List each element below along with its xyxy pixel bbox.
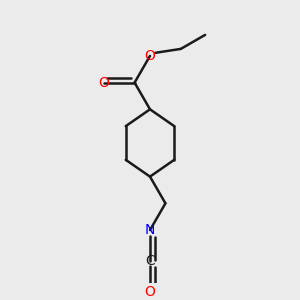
Text: O: O	[145, 49, 155, 63]
Text: N: N	[145, 223, 155, 237]
Text: O: O	[98, 76, 109, 90]
Text: O: O	[145, 285, 155, 299]
Text: C: C	[145, 254, 155, 268]
